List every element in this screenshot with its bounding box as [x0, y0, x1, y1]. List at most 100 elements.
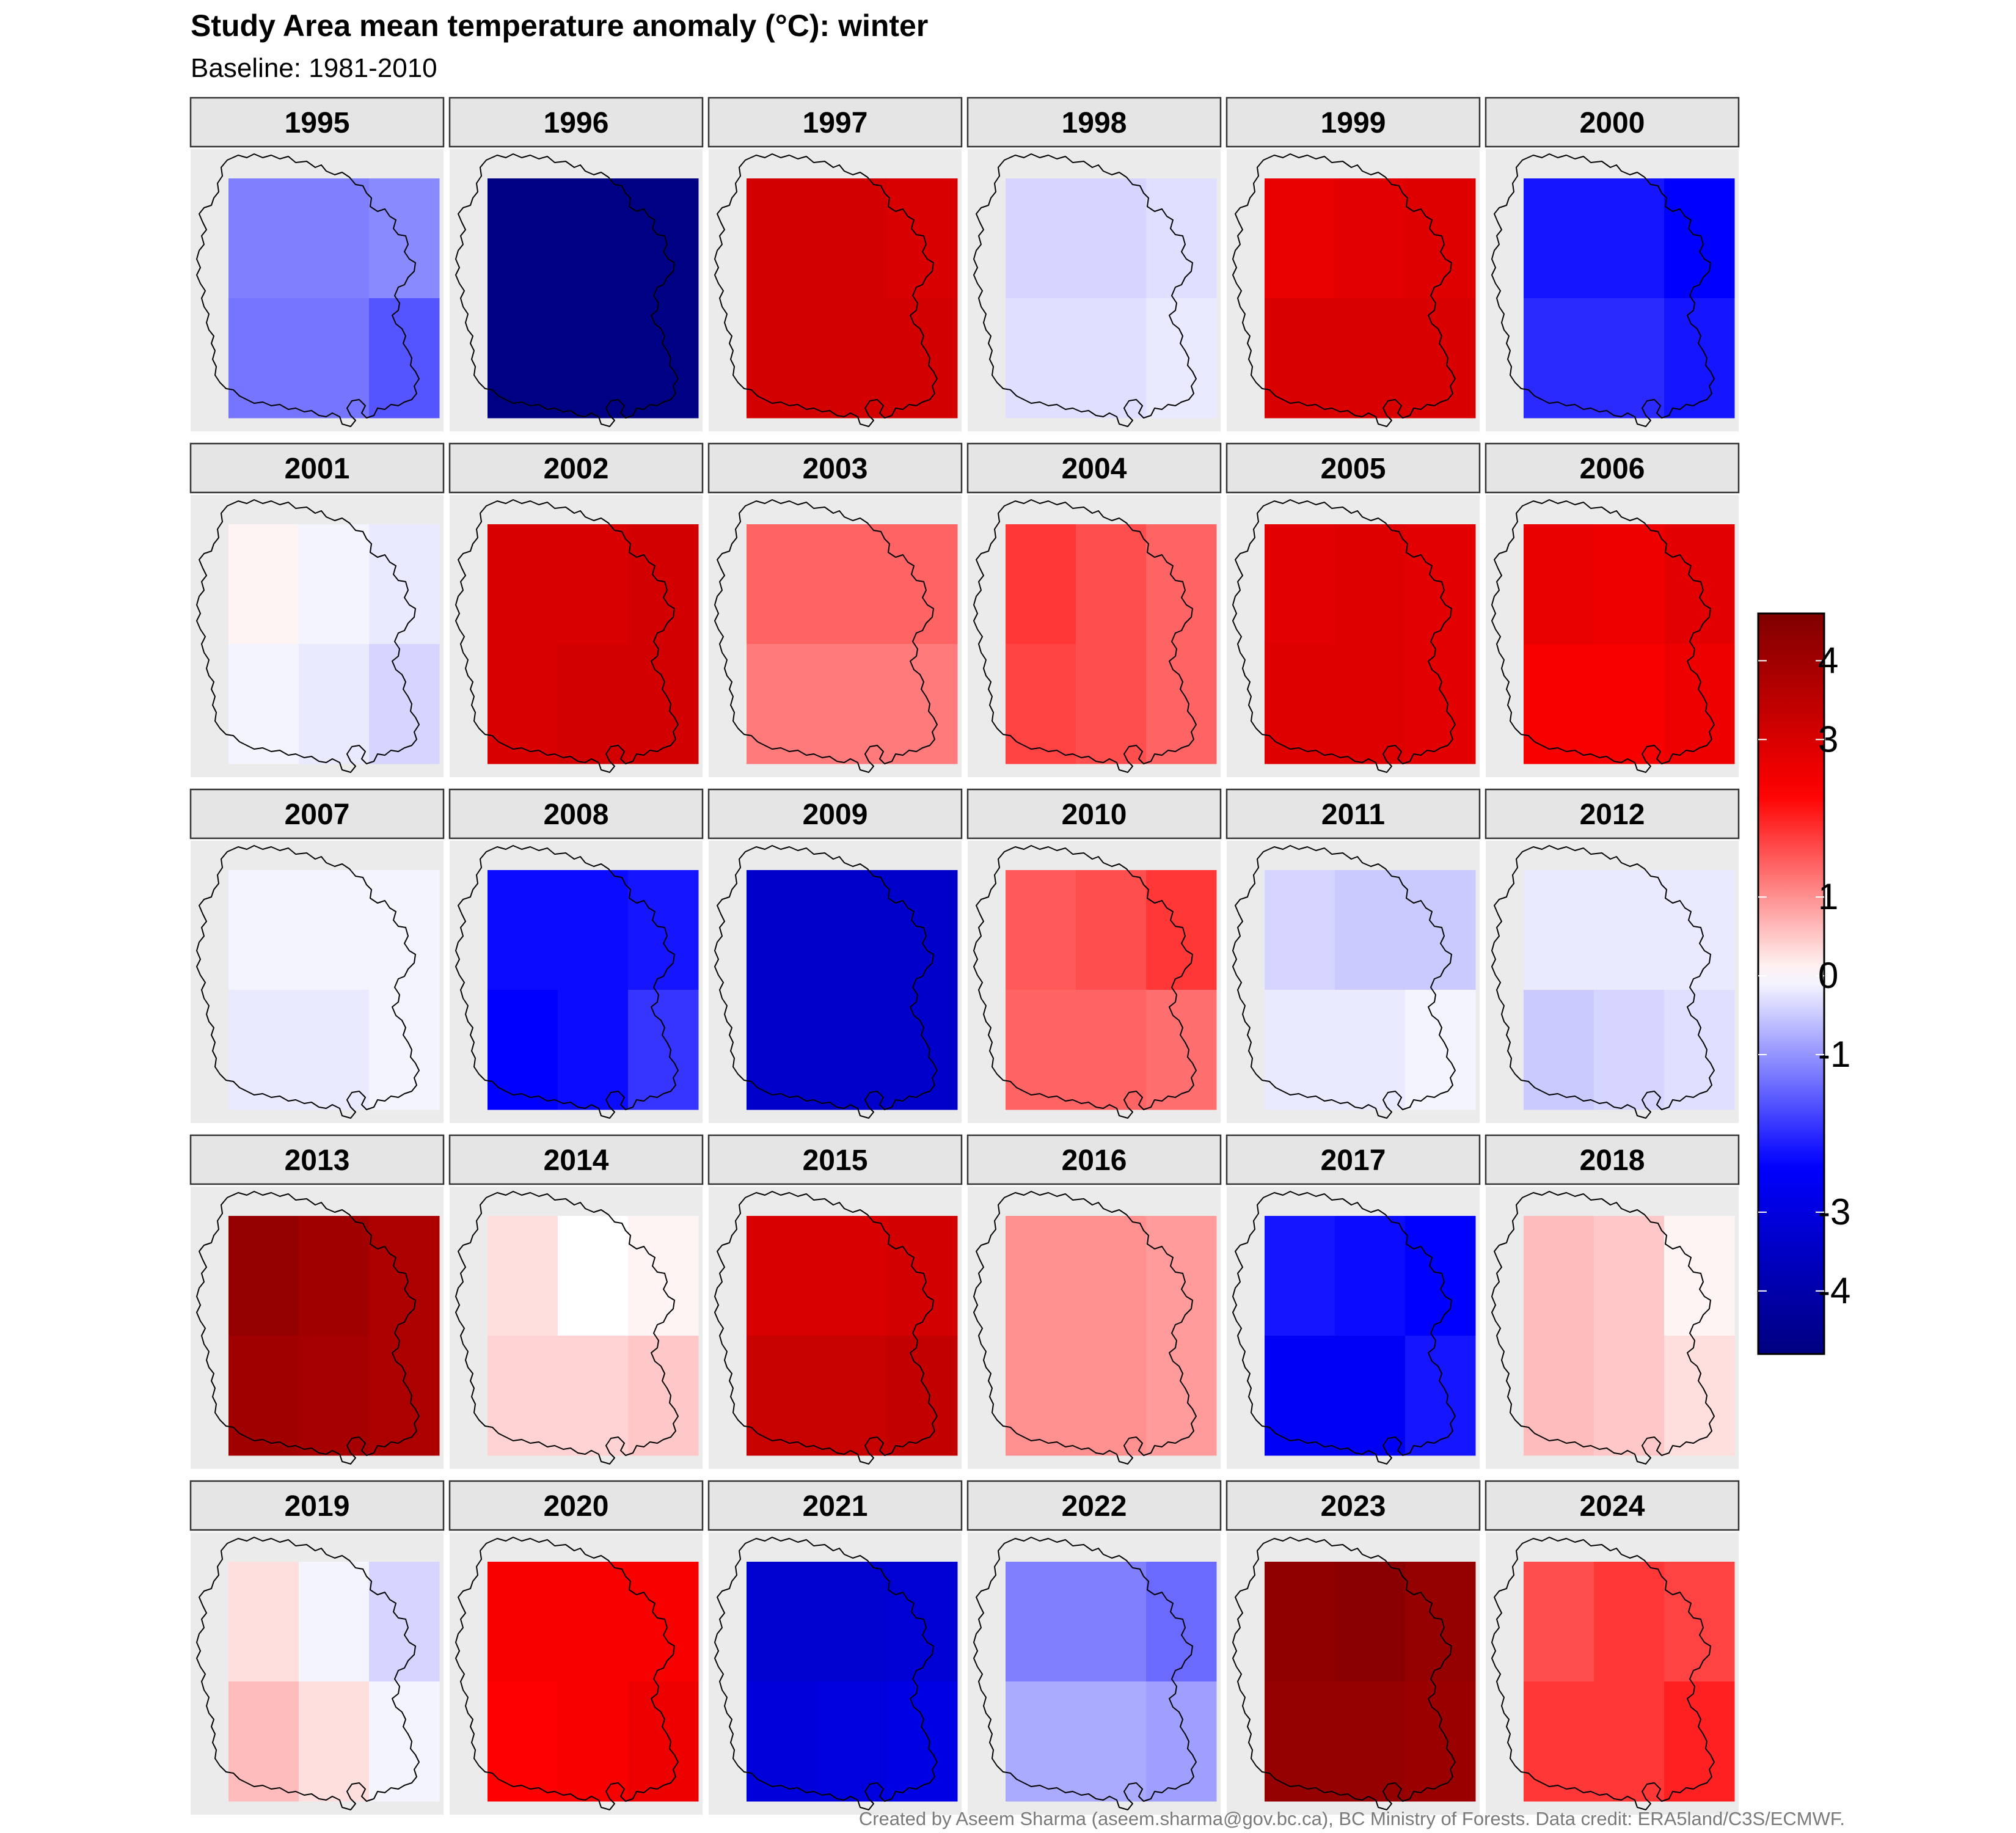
- heat-cell: [1146, 1562, 1217, 1682]
- facet-panel-2011: 2011: [1225, 788, 1481, 1123]
- heat-cell: [887, 644, 958, 764]
- heat-cell: [299, 870, 370, 990]
- heat-cell: [1335, 990, 1406, 1110]
- facet-panel-2017: 2017: [1225, 1134, 1481, 1469]
- heat-cell: [747, 524, 817, 645]
- heat-cell: [488, 524, 558, 645]
- facet-panel-2023: 2023: [1225, 1480, 1481, 1815]
- facet-label: 2009: [803, 799, 868, 831]
- facet-panel-1998: 1998: [966, 97, 1222, 431]
- study-area-boundary: [1232, 845, 1456, 1119]
- study-area-boundary: [973, 845, 1197, 1119]
- study-area-boundary: [1491, 1191, 1715, 1465]
- heat-cell: [1594, 524, 1665, 645]
- facet-label: 2020: [544, 1490, 609, 1523]
- facet-label: 2001: [285, 453, 350, 485]
- heat-cell: [299, 298, 370, 419]
- heat-cell: [299, 1336, 370, 1456]
- heat-cell: [1265, 990, 1335, 1110]
- heat-cell: [1335, 870, 1406, 990]
- facet-label: 2005: [1321, 453, 1386, 485]
- facet-label: 2019: [285, 1490, 350, 1523]
- heat-cell: [1664, 1216, 1735, 1336]
- heat-cell: [1664, 644, 1735, 764]
- heat-cell: [1405, 1562, 1476, 1682]
- heat-cell: [1006, 1336, 1076, 1456]
- facet-strip: [1225, 1480, 1481, 1531]
- heat-cell: [1335, 524, 1406, 645]
- facet-strip: [189, 442, 445, 494]
- heat-cell: [488, 1562, 558, 1682]
- study-area-boundary: [455, 1191, 679, 1465]
- heat-cell: [1664, 524, 1735, 645]
- study-area-boundary: [1232, 153, 1456, 427]
- heat-cell: [628, 298, 699, 419]
- facet-strip: [1485, 1480, 1740, 1531]
- heat-cell: [228, 524, 299, 645]
- heat-cell: [228, 990, 299, 1110]
- heat-cell: [488, 1336, 558, 1456]
- study-area-boundary: [196, 1191, 420, 1465]
- heat-cell: [1524, 1562, 1594, 1682]
- facet-panel-2015: 2015: [707, 1134, 963, 1469]
- facet-strip: [189, 788, 445, 840]
- heat-cell: [369, 1562, 440, 1682]
- heat-cell: [1405, 1216, 1476, 1336]
- facet-panel-2007: 2007: [189, 788, 445, 1123]
- study-area-boundary: [973, 499, 1197, 773]
- heat-cell: [747, 990, 817, 1110]
- heat-cell: [628, 990, 699, 1110]
- heat-cell: [1524, 644, 1594, 764]
- facet-panel-1995: 1995: [189, 97, 445, 431]
- facet-strip: [707, 1480, 963, 1531]
- facet-label: 2022: [1062, 1490, 1127, 1523]
- colorbar-tick-label: 3: [1818, 719, 1838, 759]
- study-area-boundary: [1491, 1537, 1715, 1810]
- heat-cell: [1405, 990, 1476, 1110]
- facet-strip: [189, 1480, 445, 1531]
- heat-cell: [1006, 1681, 1076, 1802]
- facet-panel-2006: 2006: [1485, 442, 1740, 777]
- study-area-boundary: [973, 1191, 1197, 1465]
- facet-strip: [1225, 788, 1481, 840]
- heat-cell: [1006, 1216, 1076, 1336]
- facet-label: 2013: [285, 1144, 350, 1177]
- heat-cell: [747, 298, 817, 419]
- heat-cell: [817, 1216, 888, 1336]
- facet-label: 2003: [803, 453, 868, 485]
- heat-cell: [228, 1336, 299, 1456]
- facet-strip: [1485, 442, 1740, 494]
- study-area-boundary: [455, 1537, 679, 1810]
- heat-cell: [1664, 178, 1735, 299]
- heat-cell: [1524, 298, 1594, 419]
- facet-panel-2021: 2021: [707, 1480, 963, 1815]
- heat-cell: [1146, 178, 1217, 299]
- heat-cell: [299, 1216, 370, 1336]
- heat-cell: [1076, 644, 1147, 764]
- heat-cell: [817, 870, 888, 990]
- heat-cell: [1524, 1216, 1594, 1336]
- facet-label: 2004: [1062, 453, 1127, 485]
- heat-cell: [1594, 178, 1665, 299]
- heat-cell: [817, 990, 888, 1110]
- facet-panel-2005: 2005: [1225, 442, 1481, 777]
- heat-cell: [1146, 524, 1217, 645]
- heat-cell: [628, 644, 699, 764]
- facet-panel-2014: 2014: [448, 1134, 704, 1469]
- heat-cell: [1664, 1681, 1735, 1802]
- study-area-boundary: [455, 845, 679, 1119]
- chart-subtitle: Baseline: 1981-2010: [191, 53, 437, 83]
- heat-cell: [1405, 1336, 1476, 1456]
- facet-label: 2007: [285, 799, 350, 831]
- study-area-boundary: [196, 499, 420, 773]
- study-area-boundary: [1232, 1191, 1456, 1465]
- heat-cell: [628, 1681, 699, 1802]
- heat-cell: [1524, 870, 1594, 990]
- heat-cell: [747, 870, 817, 990]
- heat-cell: [1076, 298, 1147, 419]
- heat-cell: [628, 524, 699, 645]
- heat-cell: [887, 1336, 958, 1456]
- heat-cell: [369, 1216, 440, 1336]
- facet-panel-2009: 2009: [707, 788, 963, 1123]
- facet-label: 2011: [1321, 799, 1385, 831]
